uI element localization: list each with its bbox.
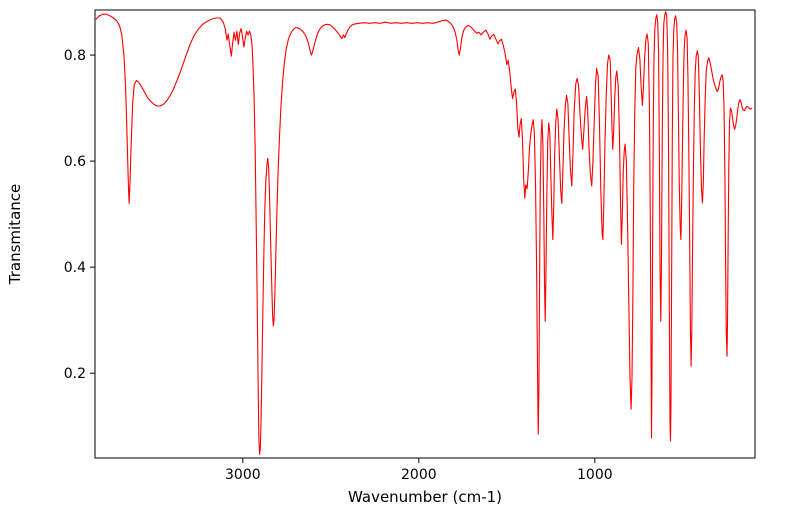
y-tick-label: 0.8 (64, 48, 86, 64)
plot-frame (94, 9, 756, 459)
y-tick-label: 0.4 (64, 260, 86, 276)
axes-layer: 3000 2000 1000 0.2 0.4 0.6 0.8 (64, 9, 756, 483)
y-axis-label: Transmitance (6, 184, 24, 285)
x-tick-label: 2000 (401, 467, 437, 483)
curve-layer (95, 11, 753, 455)
spectrum-line (95, 11, 753, 455)
y-tick-label: 0.6 (64, 154, 86, 170)
y-tick-label: 0.2 (64, 366, 86, 382)
x-tick-label: 1000 (577, 467, 613, 483)
x-axis-label: Wavenumber (cm-1) (348, 488, 502, 506)
x-tick-label: 3000 (225, 467, 261, 483)
